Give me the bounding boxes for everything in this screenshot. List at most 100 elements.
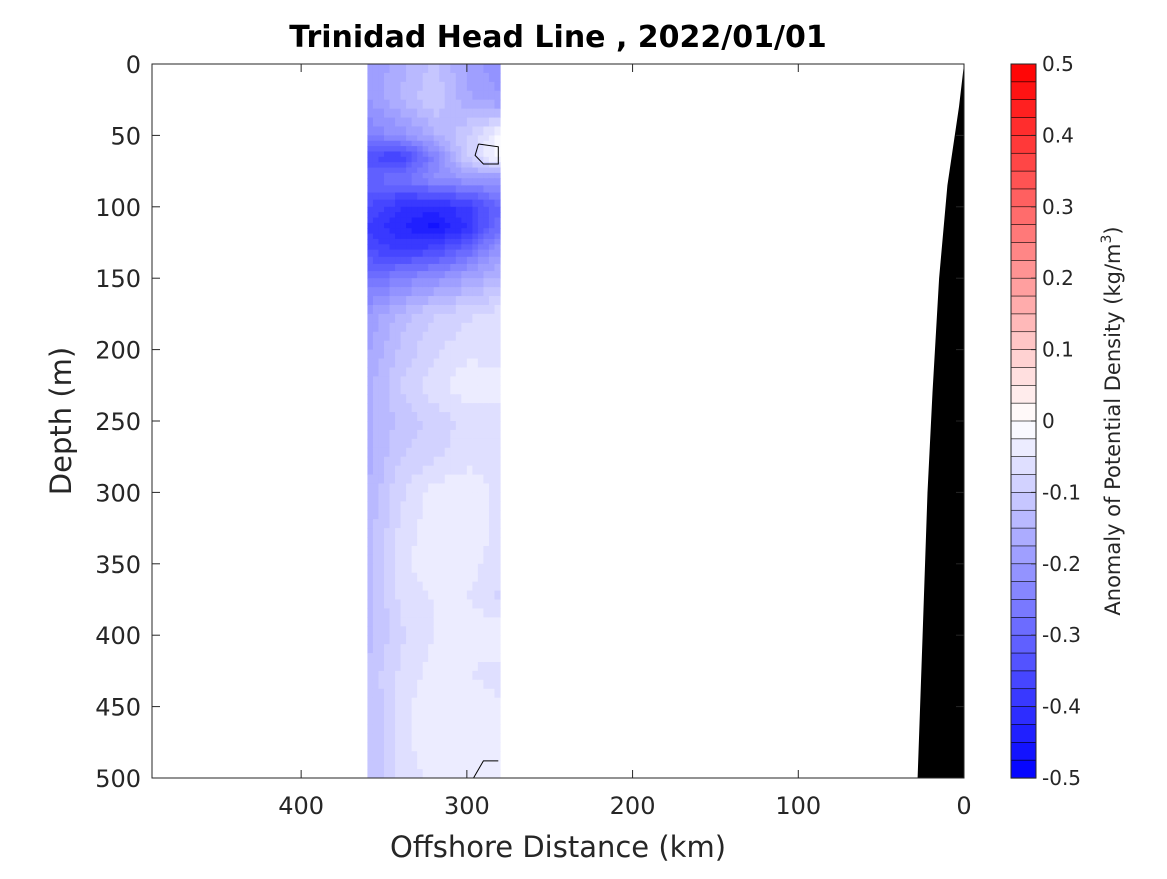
field-cell — [450, 769, 457, 778]
field-cell — [384, 429, 391, 440]
field-cell — [455, 403, 462, 413]
field-cell — [417, 751, 424, 761]
field-cell — [488, 519, 496, 529]
field-cell — [439, 394, 446, 404]
field-cell — [439, 608, 446, 618]
colorbar-label-text: Anomaly of Potential Density (kg/m — [1101, 244, 1125, 616]
field-cell — [439, 590, 446, 601]
field-cell — [472, 217, 479, 224]
plot-area — [152, 64, 964, 778]
field-cell — [488, 635, 496, 645]
field-cell — [406, 590, 413, 601]
field-cell — [444, 474, 451, 485]
field-cell — [422, 167, 429, 174]
field-cell — [439, 185, 446, 194]
field-cell — [417, 688, 424, 699]
axes: 400 300 200 100 0050100150200250300350400450… — [95, 51, 971, 820]
field-cell — [483, 287, 490, 297]
field-cell — [483, 212, 490, 219]
field-cell — [466, 367, 473, 377]
colorbar-segment — [1010, 581, 1037, 601]
field-cell — [455, 653, 462, 663]
field-cell — [406, 199, 413, 208]
field-cell — [444, 688, 451, 699]
field-cell — [494, 178, 501, 186]
field-cell — [483, 617, 490, 627]
field-cell — [372, 679, 380, 690]
field-cell — [439, 528, 446, 538]
field-cell — [411, 249, 418, 258]
field-cell — [395, 108, 402, 119]
field-cell — [417, 222, 424, 229]
field-cell — [367, 715, 374, 726]
field-cell — [444, 661, 451, 672]
field-cell — [472, 510, 479, 520]
field-cell — [444, 108, 451, 119]
field-cell — [466, 249, 473, 258]
field-cell — [455, 715, 462, 726]
field-cell — [472, 249, 479, 258]
field-cell — [367, 537, 374, 547]
field-cell — [428, 376, 435, 386]
field-cell — [488, 590, 496, 601]
field-cell — [455, 249, 462, 258]
field-cell — [411, 99, 418, 110]
field-cell — [411, 140, 418, 147]
field-cell — [450, 185, 457, 194]
field-cell — [422, 156, 429, 163]
field-cell — [477, 403, 485, 413]
field-cell — [461, 249, 468, 258]
field-cell — [444, 537, 451, 547]
field-cell — [378, 340, 385, 351]
field-cell — [444, 322, 451, 333]
field-cell — [422, 661, 429, 672]
field-cell — [461, 140, 468, 147]
field-cell — [378, 217, 385, 224]
field-cell — [488, 271, 496, 279]
field-cell — [384, 385, 391, 395]
field-cell — [367, 751, 374, 761]
field-cell — [466, 271, 473, 279]
field-cell — [455, 72, 462, 83]
field-cell — [384, 278, 391, 288]
field-cell — [389, 492, 396, 502]
field-cell — [411, 608, 418, 618]
field-cell — [411, 151, 418, 158]
field-cell — [450, 715, 457, 726]
field-cell — [367, 81, 374, 92]
field-cell — [428, 554, 435, 565]
field-cell — [433, 172, 440, 179]
field-cell — [428, 199, 435, 208]
field-cell — [472, 653, 479, 663]
field-cell — [483, 644, 490, 654]
field-cell — [472, 238, 479, 245]
field-cell — [384, 769, 391, 778]
field-cell — [433, 185, 440, 194]
field-cell — [494, 199, 501, 208]
field-cell — [433, 421, 440, 431]
field-cell — [422, 501, 429, 511]
field-cell — [494, 287, 501, 297]
field-cell — [439, 172, 446, 179]
field-cell — [389, 465, 396, 476]
field-cell — [455, 256, 462, 265]
field-cell — [417, 742, 424, 752]
field-cell — [494, 653, 501, 663]
field-cell — [461, 563, 468, 574]
field-cell — [461, 72, 468, 83]
colorbar-segment — [1010, 545, 1037, 565]
field-cell — [488, 697, 496, 708]
field-cell — [488, 733, 496, 743]
field-cell — [461, 185, 468, 194]
field-cell — [450, 465, 457, 476]
field-cell — [439, 474, 446, 485]
field-cell — [378, 760, 385, 770]
field-cell — [417, 385, 424, 395]
field-cell — [444, 206, 451, 213]
field-cell — [400, 412, 407, 422]
field-cell — [384, 421, 391, 431]
field-cell — [395, 167, 402, 174]
field-cell — [466, 617, 473, 627]
field-cell — [455, 108, 462, 119]
field-cell — [466, 304, 473, 315]
